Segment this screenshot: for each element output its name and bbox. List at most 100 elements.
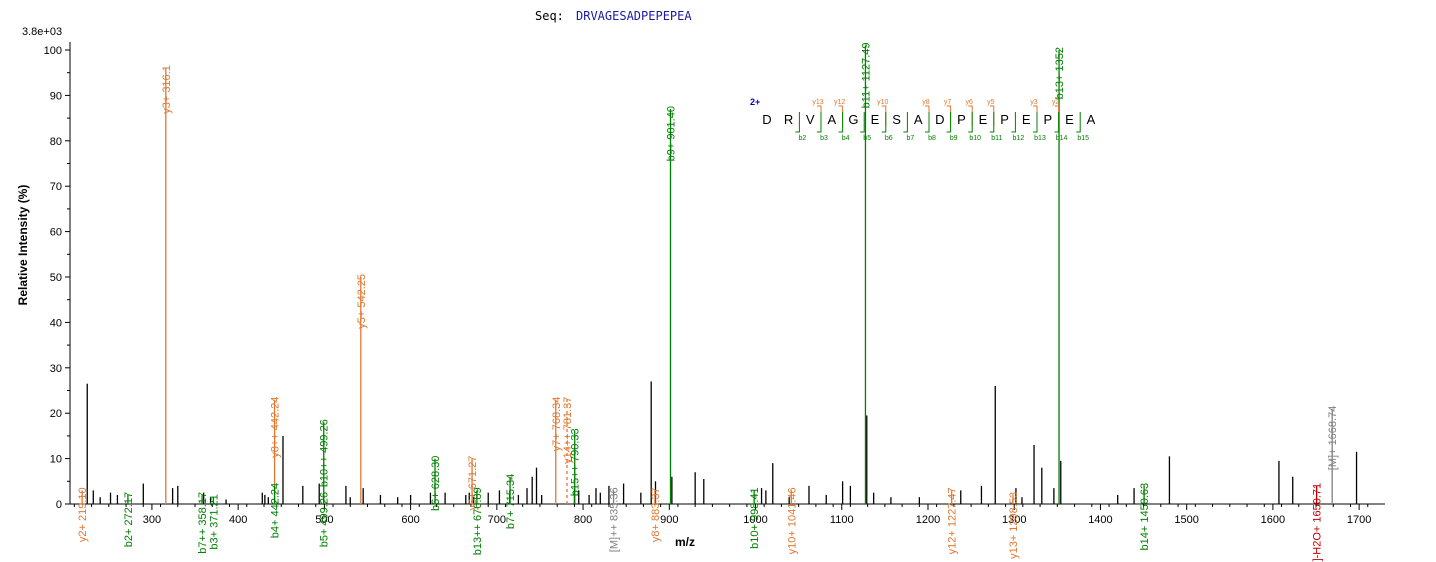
y-fragment-label: y6 [965, 99, 973, 106]
peak-label: y8++ 442.24 [270, 397, 282, 458]
b-fragment-bracket [989, 112, 995, 133]
x-tick-label: 700 [488, 514, 506, 526]
peak-label: b15++ 790.33 [570, 428, 582, 496]
x-tick-label: 900 [660, 514, 678, 526]
x-tick-label: 1400 [1088, 514, 1112, 526]
b-fragment-bracket [838, 112, 844, 133]
b-fragment-bracket [817, 112, 822, 133]
peak-label: y12+ 1227.47 [947, 487, 959, 554]
peak-label: b13+ 1352 [1054, 47, 1066, 99]
peak-label: b11+ 1127.49 [860, 42, 872, 108]
x-tick-label: 1600 [1261, 514, 1285, 526]
peak-label: b2+ 272.17 [123, 492, 135, 547]
b-fragment-bracket [881, 112, 887, 133]
y-axis-label: Relative Intensity (%) [16, 185, 30, 306]
b-fragment-label: b14 [1056, 135, 1068, 142]
b-fragment-label: b9 [950, 135, 958, 142]
b-fragment-bracket [860, 112, 865, 133]
x-tick-label: 1000 [743, 514, 767, 526]
b-fragment-label: b2 [799, 135, 807, 142]
y-fragment-label: y10 [877, 99, 888, 106]
residue: D [935, 112, 944, 127]
b-fragment-label: b3 [820, 135, 828, 142]
residue: A [914, 112, 923, 127]
seq-header: Seq: DRVAGESADPEPEPEA [535, 9, 692, 23]
x-tick-label: 1100 [830, 514, 854, 526]
y-fragment-bracket [968, 105, 973, 126]
residue: E [979, 112, 988, 127]
y-fragment-label: y12 [834, 99, 845, 106]
residue: A [1087, 112, 1096, 127]
b-fragment-bracket [795, 112, 800, 133]
peak-label: y13+ 1298.53 [1008, 492, 1020, 559]
y-fragment-label: y7 [944, 99, 952, 106]
peak-label: b7++ 358.17 [197, 492, 209, 554]
x-tick-label: 600 [401, 514, 419, 526]
peak-label: b9+ 901.40 [666, 106, 678, 161]
b-fragment-bracket [946, 112, 952, 133]
x-tick-label: 1500 [1174, 514, 1198, 526]
seq-label: Seq: [535, 9, 564, 23]
residue: A [827, 112, 836, 127]
y-fragment-label: y8 [922, 99, 930, 106]
b-fragment-label: b7 [907, 135, 915, 142]
b-fragment-label: b11 [991, 135, 1002, 142]
peak-label: y7+ 768.34 [551, 397, 563, 452]
x-tick-label: 1200 [916, 514, 940, 526]
y-fragment-bracket [1054, 105, 1060, 126]
y-fragment-bracket [989, 105, 995, 126]
b-fragment-bracket [903, 112, 908, 133]
peak-label: y14++ 781.37 [562, 397, 574, 464]
y-fragment-bracket [925, 105, 930, 126]
max-intensity-label: 3.8e+03 [22, 26, 62, 38]
charge-state: 2+ [750, 97, 760, 107]
b-fragment-bracket [925, 112, 930, 133]
y-fragment-label: y13 [812, 99, 823, 106]
y-tick-label: 30 [50, 363, 62, 375]
residue: S [892, 112, 901, 127]
b-fragment-bracket [1054, 112, 1060, 133]
x-axis-label: m/z [675, 535, 695, 549]
y-fragment-label: y2 [1052, 99, 1060, 106]
x-axis: 300 400 500 600 700 800 900 1000 1100 1200 1300 140… [70, 503, 1385, 526]
x-tick-label: 500 [315, 514, 333, 526]
peak-label: b7+ 715.34 [505, 474, 517, 529]
y-tick-label: 40 [50, 317, 62, 329]
peak-label: b5+ 499.26 [319, 492, 331, 547]
peak-label: b10+ 998.41 [749, 487, 761, 548]
peak-label: b3+ 371.21 [208, 494, 220, 549]
b-fragment-label: b6 [885, 135, 893, 142]
peak-label: [M]++ 835.36 [609, 487, 621, 552]
residue: E [1022, 112, 1031, 127]
residue: P [1043, 112, 1052, 127]
y-tick-label: 10 [50, 454, 62, 466]
peak-label: [M]-H2O+ 1650.71 [1312, 483, 1324, 562]
peak-label: b14+ 1450.63 [1139, 483, 1151, 551]
x-tick-label: 300 [143, 514, 161, 526]
x-tick-label: 1700 [1347, 514, 1371, 526]
y-fragment-bracket [946, 105, 952, 126]
y-fragment-bracket [881, 105, 887, 126]
y-fragment-bracket [817, 105, 822, 126]
x-tick-label: 1300 [1002, 514, 1026, 526]
peak-label: y8+ 883.37 [650, 487, 662, 542]
peak-label: b4+ 442.24 [270, 483, 282, 538]
b-fragment-label: b5 [863, 135, 871, 142]
b-fragment-label: b4 [842, 135, 850, 142]
peaks [81, 45, 1358, 504]
peak-label: y5+ 542.25 [356, 274, 368, 329]
residue: P [957, 112, 966, 127]
x-tick-label: 800 [574, 514, 592, 526]
residue: E [1065, 112, 1074, 127]
peak-label: y6+ 671.27 [467, 456, 479, 511]
y-tick-label: 0 [56, 499, 62, 511]
residue: R [784, 112, 793, 127]
b-fragment-label: b13 [1034, 135, 1046, 142]
b-fragment-label: b12 [1013, 135, 1025, 142]
b-fragment-label: b15 [1077, 135, 1089, 142]
peak-label: y2+ 219.10 [77, 487, 89, 542]
b-fragment-bracket [1033, 112, 1038, 133]
y-fragment-label: y5 [987, 99, 995, 106]
